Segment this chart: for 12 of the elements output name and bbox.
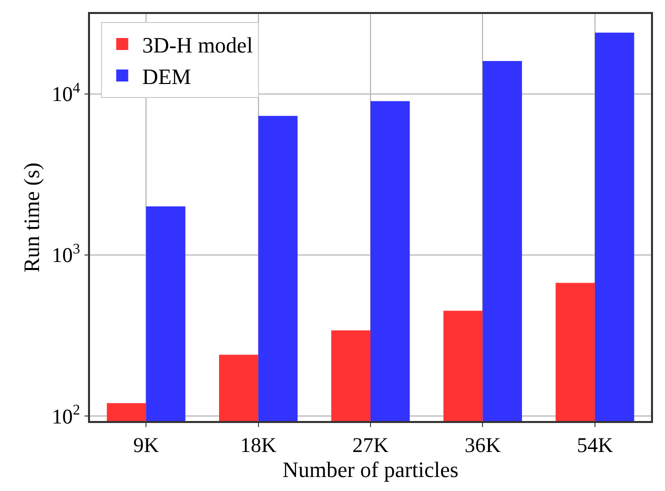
x-tick-label: 27K (352, 432, 389, 457)
x-axis-title: Number of particles (282, 456, 458, 482)
y-tick-label: 10$^{4}$ (52, 80, 81, 106)
y-tick-label: 10$^{2}$ (52, 402, 80, 428)
legend-label: 3D-H model (142, 32, 253, 58)
x-tick-label: 9K (133, 432, 159, 457)
y-axis-title: Run time (s) (19, 162, 44, 272)
y-tick-label: 10$^{3}$ (52, 241, 80, 268)
legend-label: DEM (142, 64, 192, 90)
x-tick-label: 54K (576, 432, 613, 457)
x-tick-label: 18K (240, 432, 276, 457)
x-tick-label: 36K (464, 432, 501, 457)
